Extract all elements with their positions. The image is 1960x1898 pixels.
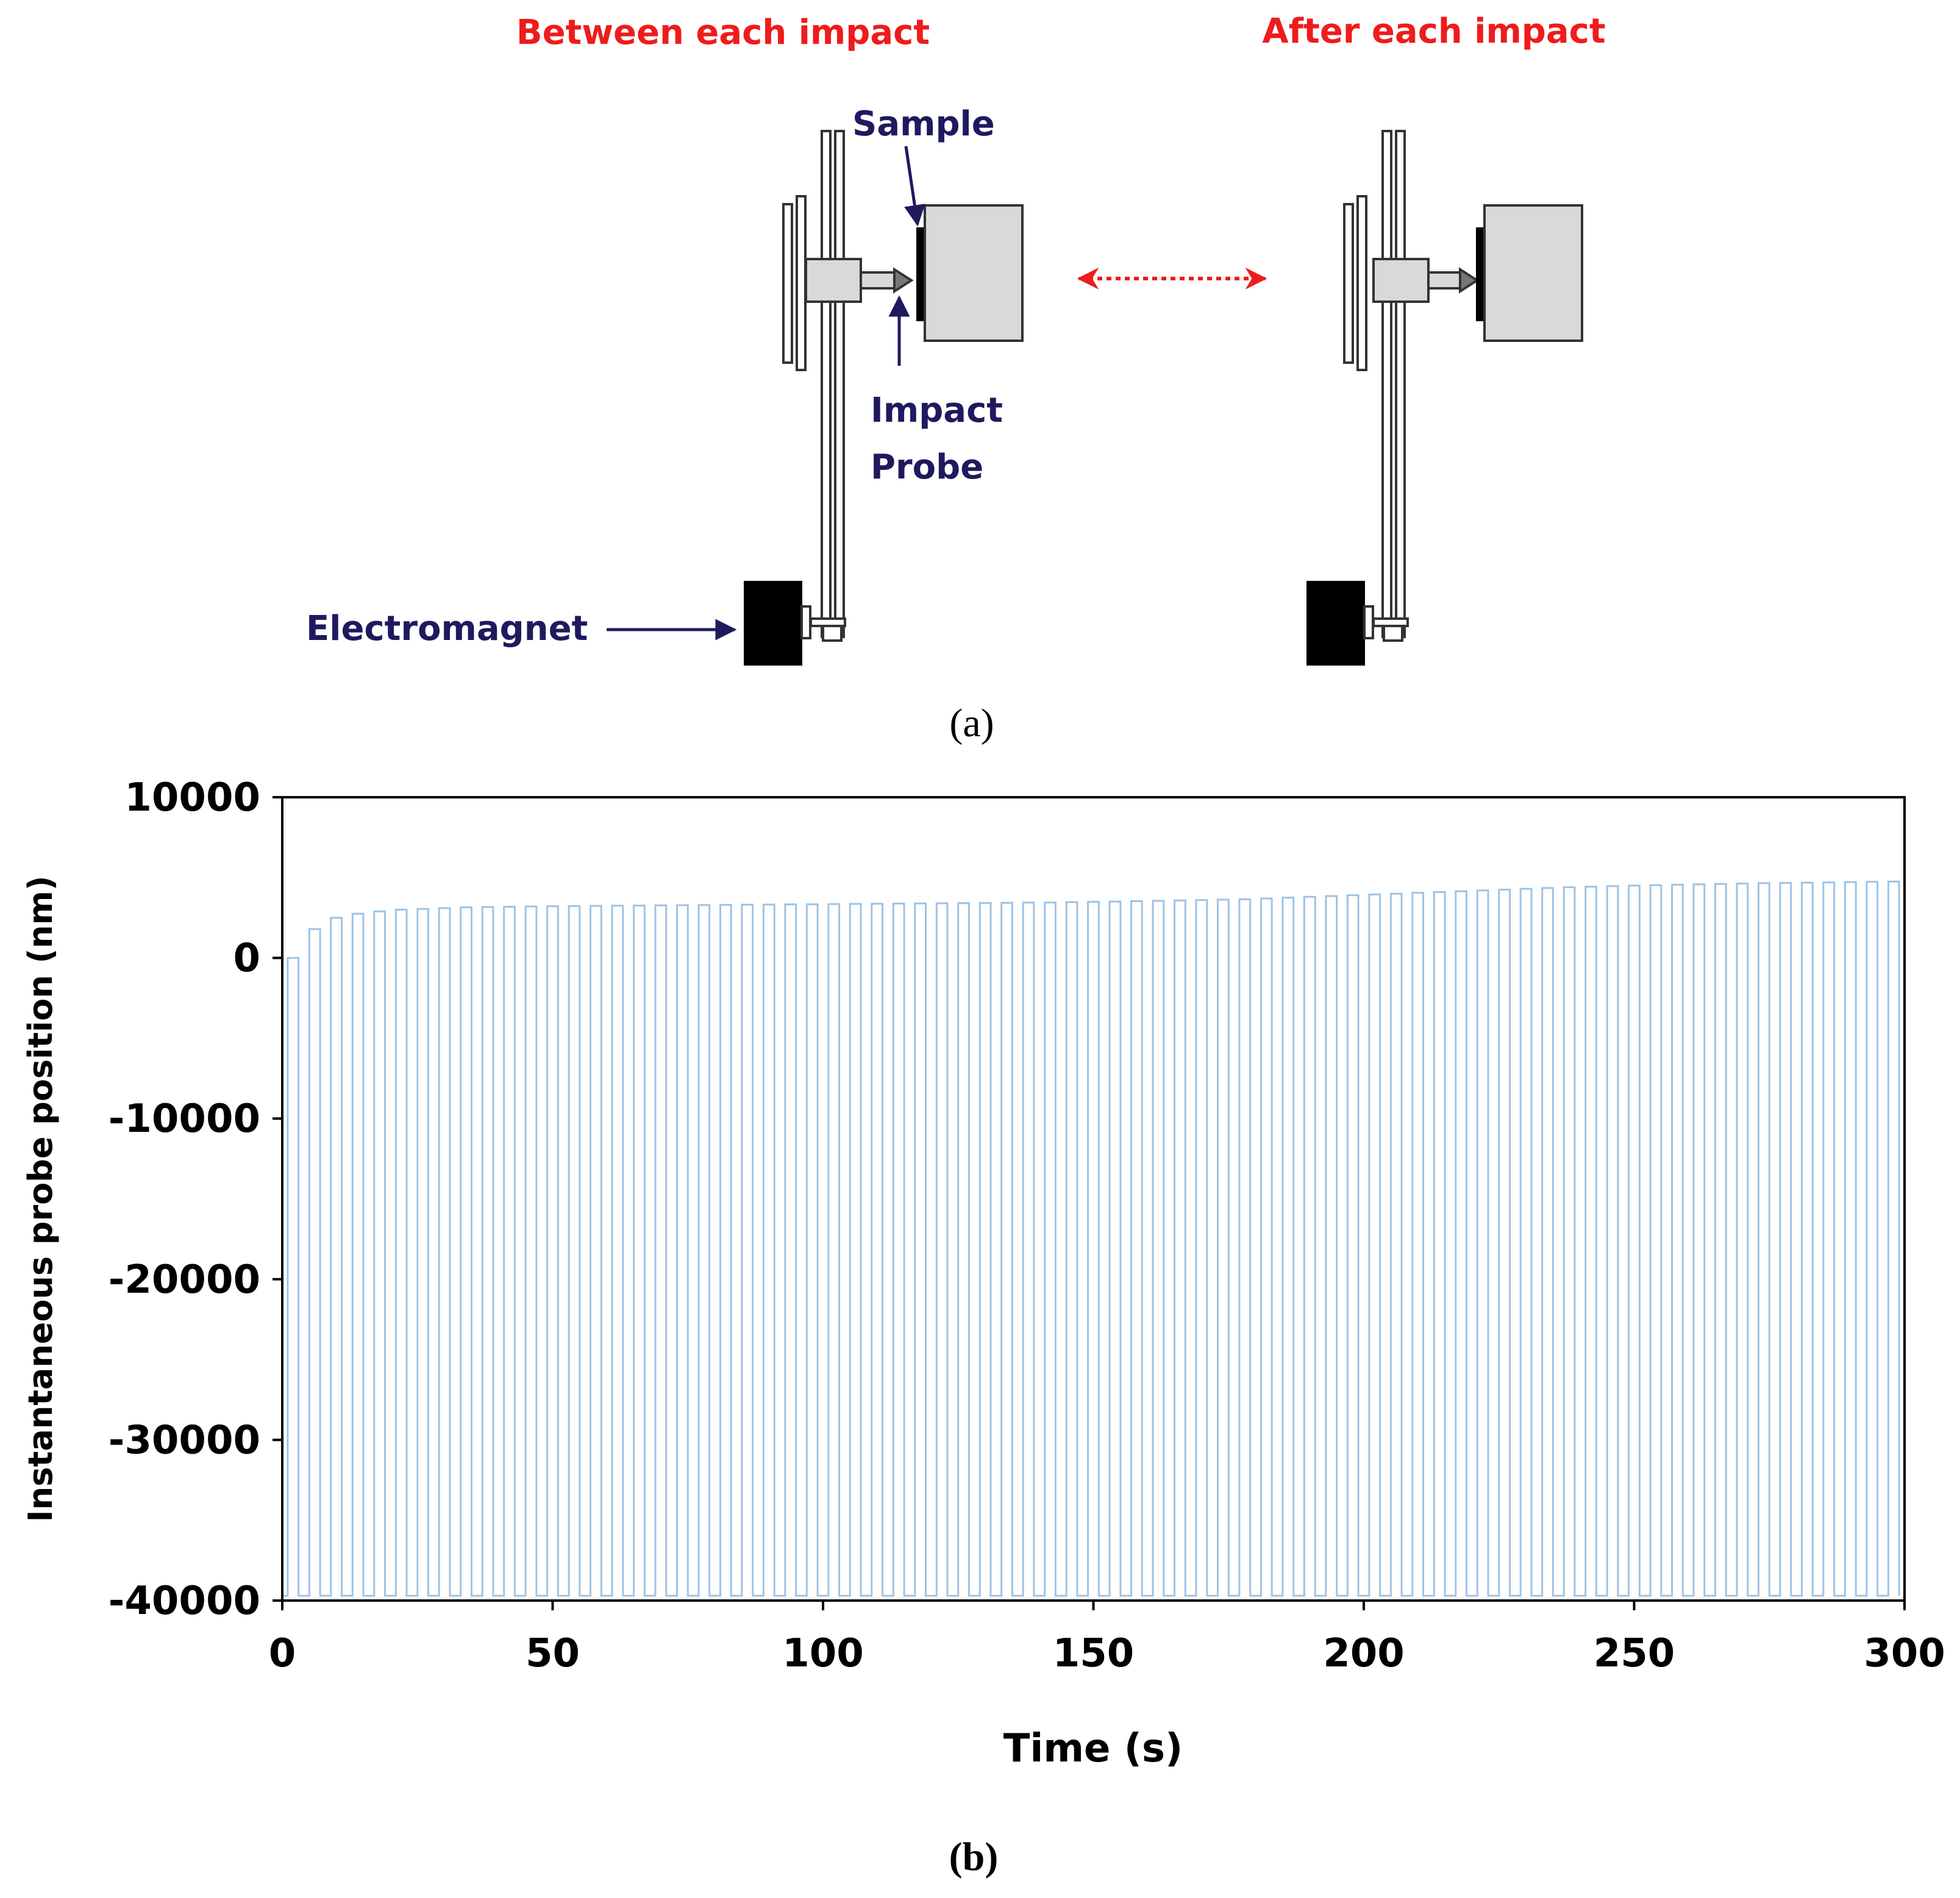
impact-probe-tip [893,267,914,294]
sample-holder-block [924,204,1024,342]
electromagnet-block [1306,581,1365,666]
pendulum-rod-outer [821,130,832,638]
y-axis: 10000 0 -10000 -20000 -30000 -40000 [109,775,282,1624]
panel-a-open: ( [949,701,963,745]
probe-label-line1: Impact [871,391,1003,430]
x-tick-label: 300 [1864,1631,1945,1676]
mount-plate-inner [1356,195,1367,371]
x-axis-title: Time (s) [1003,1726,1183,1771]
y-tick-label: -40000 [109,1579,260,1624]
x-axis: 0 50 100 150 200 250 300 [269,1601,1945,1676]
y-tick-label: -30000 [109,1418,260,1463]
panel-b-close: ) [985,1835,998,1879]
pendulum-rod-inner [834,130,845,638]
magnet-plate [800,605,811,639]
panel-a-label: (a) [949,701,994,745]
probe-label-line2: Probe [871,447,983,487]
apparatus-after-impact [1306,130,1583,666]
rod-foot [822,625,843,642]
panel-a-diagram: Between each impact After each impact Sa… [306,12,1606,745]
probe-position-chart: 10000 0 -10000 -20000 -30000 -40000 0 50 100 150… [21,775,1945,1771]
pendulum-rod-inner [1395,130,1406,638]
probe-holder [805,258,862,303]
apparatus-between-impacts [744,130,1024,666]
mount-plate-inner [796,195,807,371]
magnet-plate [1363,605,1374,639]
sample-label: Sample [852,104,995,144]
probe-shaft [1427,271,1461,290]
panel-a-close: ) [981,701,994,745]
y-tick-label: 10000 [124,775,260,820]
series-group [282,880,1900,1597]
y-tick-label: 0 [233,936,260,981]
x-tick-label: 50 [526,1631,580,1676]
panel-b-letter: b [963,1835,985,1879]
mount-plate-outer [1343,203,1354,364]
sample-holder-block [1483,204,1583,342]
x-tick-label: 200 [1323,1631,1405,1676]
mount-plate-outer [782,203,793,364]
y-tick-label: -20000 [109,1257,260,1303]
panel-b-open: ( [949,1835,963,1879]
x-tick-label: 150 [1053,1631,1135,1676]
electromagnet-label: Electromagnet [306,609,588,649]
panel-b-label: (b) [949,1835,999,1879]
panel-a-letter: a [963,701,980,745]
x-tick-label: 0 [269,1631,296,1676]
y-tick-label: -10000 [109,1097,260,1142]
series-line-probe-position [282,880,1900,1597]
x-tick-label: 100 [782,1631,864,1676]
left-title: Between each impact [516,13,930,52]
probe-holder [1372,258,1430,303]
sample-arrow [904,146,925,227]
x-tick-label: 250 [1594,1631,1675,1676]
y-axis-title: Instantaneous probe position (nm) [21,876,60,1523]
impact-probe-tip [1459,267,1480,294]
rod-foot [1383,625,1403,642]
pendulum-rod-outer [1381,130,1392,638]
probe-shaft [860,271,896,290]
electromagnet-block [744,581,802,666]
right-title: After each impact [1262,12,1605,51]
